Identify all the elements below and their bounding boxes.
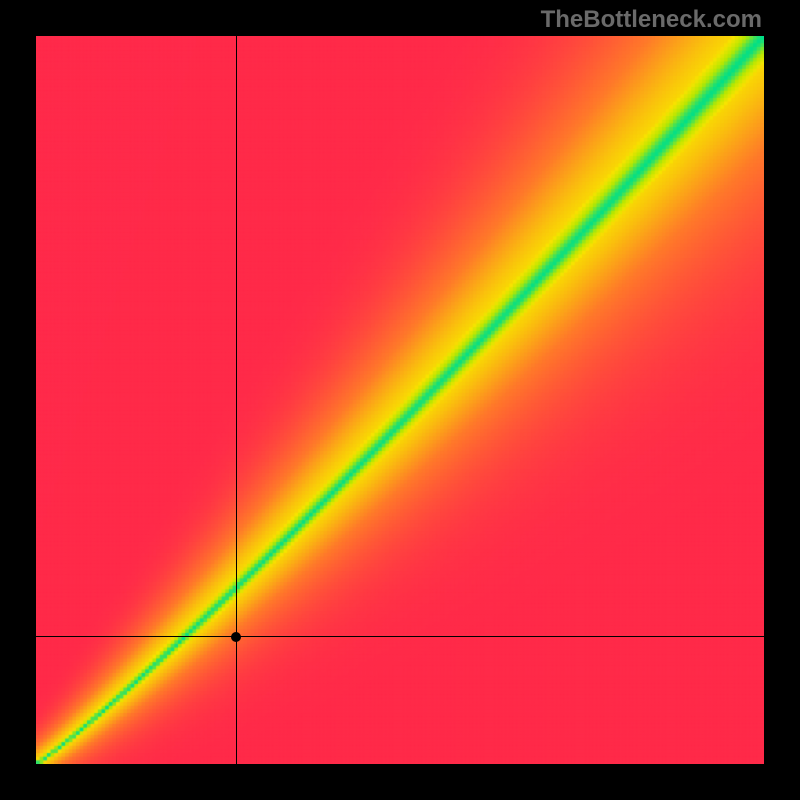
- heatmap-canvas: [36, 36, 764, 764]
- crosshair-marker: [231, 632, 241, 642]
- crosshair-vertical: [236, 36, 237, 764]
- chart-container: TheBottleneck.com: [0, 0, 800, 800]
- plot-area: [36, 36, 764, 764]
- watermark-text: TheBottleneck.com: [541, 6, 762, 34]
- crosshair-horizontal: [36, 636, 764, 637]
